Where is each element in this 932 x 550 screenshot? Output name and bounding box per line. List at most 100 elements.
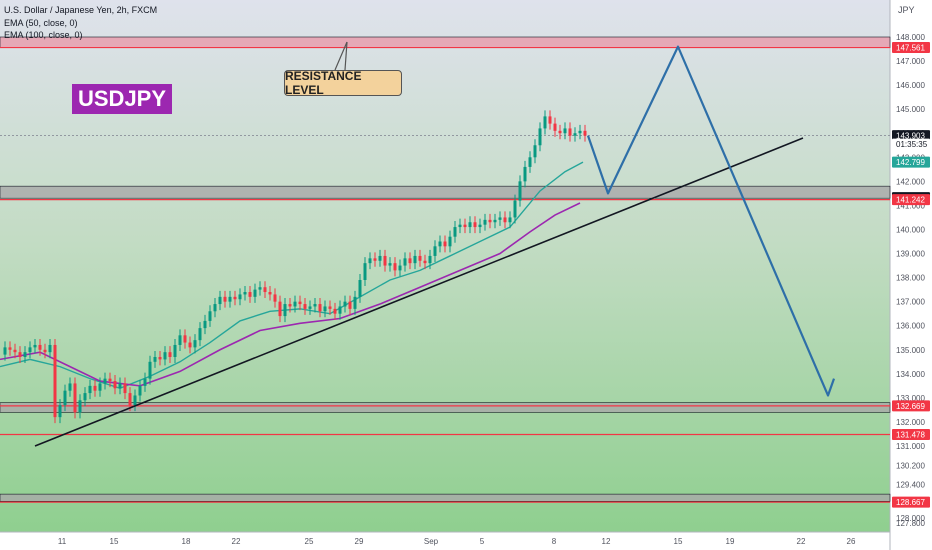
candle-body: [313, 304, 317, 307]
price-label-bg: [892, 400, 930, 412]
candle-body: [438, 241, 442, 247]
candle-body: [53, 344, 57, 418]
candle-body: [393, 263, 397, 271]
y-tick-label: 138.000: [896, 274, 925, 283]
price-label: 132.669: [896, 402, 925, 411]
candle-body: [223, 296, 227, 302]
zone-resistance: [0, 36, 891, 48]
candle-body: [248, 292, 252, 297]
candle-body: [213, 304, 217, 312]
currency-label: JPY: [898, 5, 915, 15]
candle-body: [113, 381, 117, 389]
candle-body: [543, 116, 547, 129]
price-label: 128.667: [896, 498, 925, 507]
y-tick-label: 147.000: [896, 57, 925, 66]
candle-body: [508, 217, 512, 223]
candle-body: [48, 344, 52, 353]
candle-body: [258, 287, 262, 290]
ema100-legend[interactable]: EMA (100, close, 0): [4, 30, 83, 40]
candle-body: [318, 304, 322, 312]
candle-body: [453, 227, 457, 237]
candle-body: [498, 217, 502, 220]
candle-body: [188, 342, 192, 348]
candle-body: [263, 287, 267, 293]
ascending-trendline: [34, 137, 804, 447]
x-tick-label: 5: [480, 537, 485, 546]
candle-body: [128, 393, 132, 406]
candle-body: [353, 296, 357, 309]
candle-body: [173, 344, 177, 357]
x-tick-label: 22: [232, 537, 241, 546]
candle-body: [273, 294, 277, 302]
y-tick-label: 145.000: [896, 105, 925, 114]
price-label-bg: [892, 194, 930, 206]
y-tick-label: 133.000: [896, 394, 925, 403]
candle-body: [163, 352, 167, 360]
candle-body: [383, 255, 387, 266]
x-tick-label: Sep: [424, 537, 439, 546]
y-tick-label: 132.000: [896, 418, 925, 427]
candle-body: [153, 356, 157, 362]
callout-pointer-2: [344, 41, 348, 71]
ticker-badge: USDJPY: [72, 84, 173, 114]
candle-body: [348, 301, 352, 309]
price-label: 131.478: [896, 431, 925, 440]
candle-body: [268, 292, 272, 295]
y-tick-label: 139.000: [896, 250, 925, 259]
candle-body: [8, 347, 12, 350]
candle-body: [493, 219, 497, 223]
candle-body: [328, 306, 332, 309]
candle-body: [288, 304, 292, 307]
candle-body: [408, 258, 412, 264]
candle-body: [233, 296, 237, 300]
candle-body: [168, 352, 172, 357]
candle-body: [428, 255, 432, 264]
candle-body: [358, 280, 362, 297]
candle-body: [198, 328, 202, 341]
y-tick-label: 136.000: [896, 322, 925, 331]
candle-body: [183, 335, 187, 343]
candle-body: [193, 340, 197, 348]
price-label-bg: [892, 138, 930, 150]
projection-path: [586, 45, 836, 397]
ema50-legend[interactable]: EMA (50, close, 0): [4, 18, 78, 28]
candle-body: [303, 304, 307, 309]
candle-body: [13, 349, 17, 353]
candle-body: [88, 385, 92, 394]
candle-body: [68, 383, 72, 391]
candle-body: [138, 385, 142, 396]
symbol-title: U.S. Dollar / Japanese Yen, 2h, FXCM: [4, 5, 158, 15]
candle-body: [418, 255, 422, 261]
candle-body: [478, 224, 482, 228]
candle-body: [363, 263, 367, 280]
candle-body: [433, 246, 437, 256]
x-tick-label: 25: [305, 537, 314, 546]
zone-support-bottom: [0, 493, 891, 502]
candle-body: [308, 306, 312, 309]
candle-body: [228, 296, 232, 302]
price-label-bg: [892, 42, 930, 54]
candle-body: [203, 320, 207, 329]
candle-body: [368, 258, 372, 264]
candle-body: [558, 130, 562, 134]
x-tick-label: 12: [602, 537, 611, 546]
candle-body: [133, 395, 137, 406]
candle-body: [243, 292, 247, 295]
candle-body: [298, 301, 302, 305]
candle-body: [333, 308, 337, 314]
candle-body: [403, 258, 407, 266]
x-tick-label: 15: [674, 537, 683, 546]
candle-body: [28, 347, 32, 353]
y-tick-label: 137.000: [896, 298, 925, 307]
y-tick-label: 140.000: [896, 225, 925, 234]
time-axis-background: [0, 532, 890, 550]
x-tick-label: 22: [797, 537, 806, 546]
resistance-level-callout[interactable]: RESISTANCE LEVEL: [284, 69, 402, 97]
y-tick-label: 141.000: [896, 201, 925, 210]
y-tick-label: 135.000: [896, 346, 925, 355]
candle-body: [553, 123, 557, 131]
price-label-bg: [892, 130, 930, 142]
candle-body: [578, 130, 582, 134]
candle-body: [563, 128, 567, 134]
